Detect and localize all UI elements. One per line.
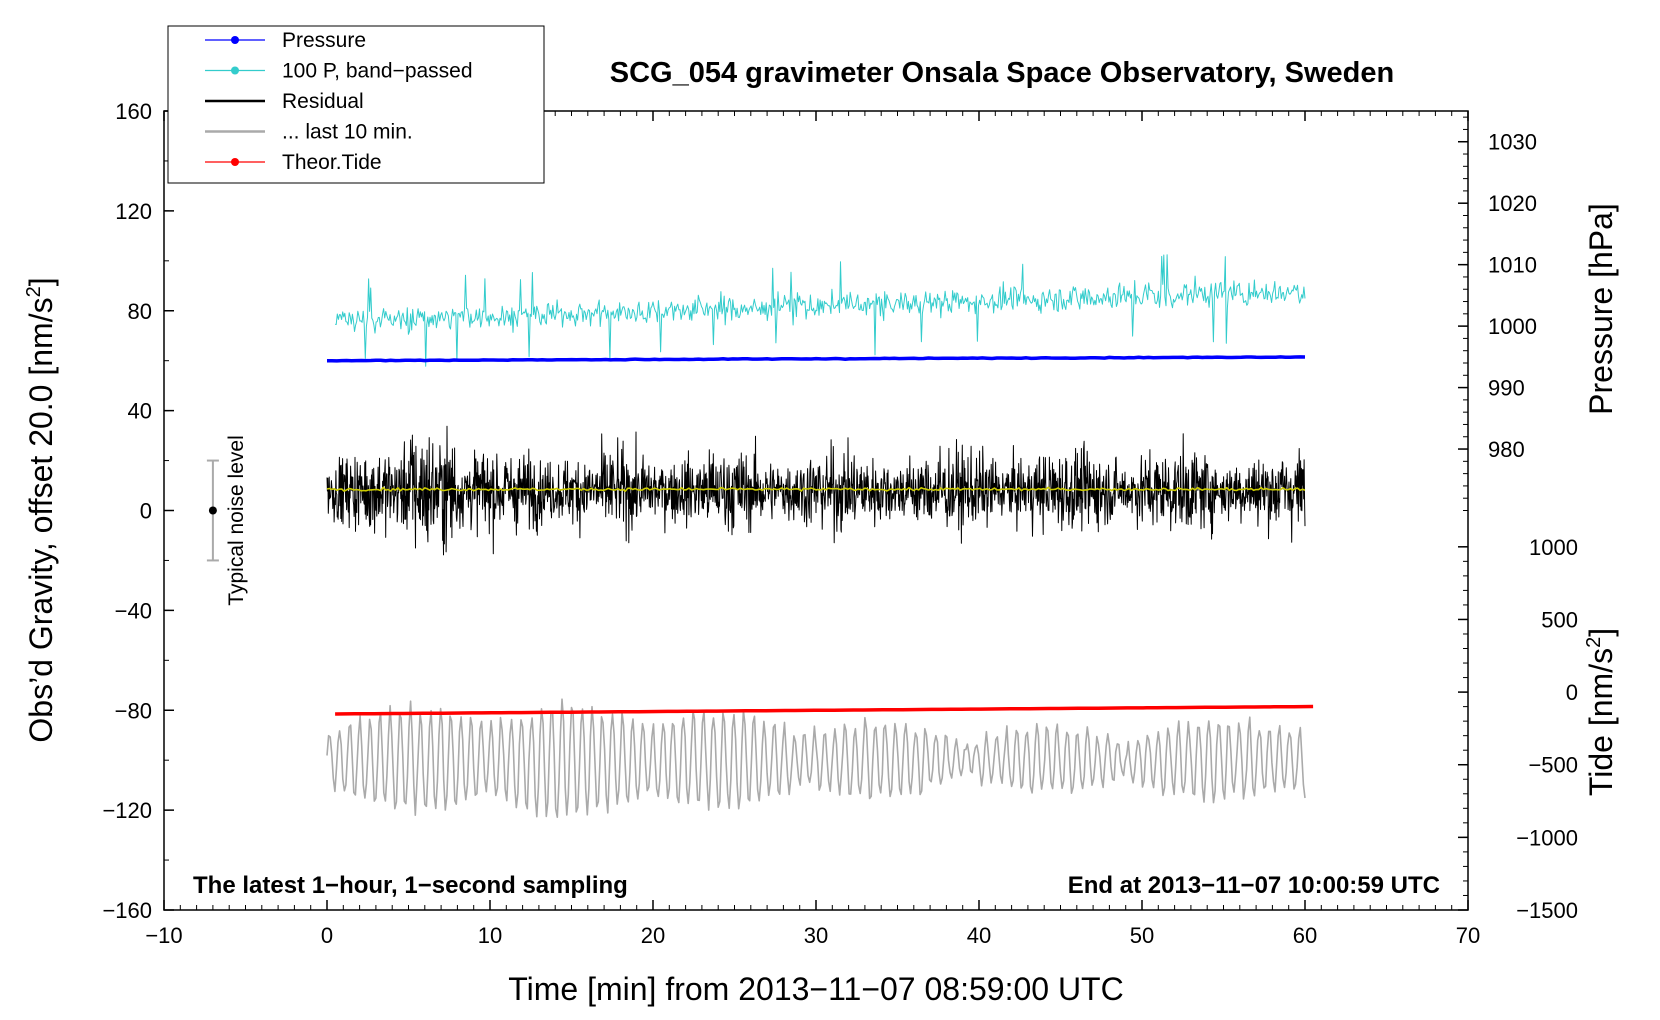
y-axis-title-tide-end: ] [1583, 628, 1619, 637]
y-tick-label: 40 [128, 399, 152, 424]
y-tick-label: −120 [102, 798, 152, 823]
x-tick-label: 20 [641, 923, 665, 948]
x-tick-label: 0 [321, 923, 333, 948]
pressure-tick-label: 1000 [1488, 314, 1537, 339]
pressure-tick-label: 980 [1488, 437, 1525, 462]
legend-box [167, 25, 545, 184]
y-tick-label: 120 [115, 199, 152, 224]
tide-tick-label: 1000 [1529, 535, 1578, 560]
y-axis-title-tide: Tide [nm/s2] [1583, 628, 1619, 796]
legend-label: Theor.Tide [282, 151, 382, 174]
legend-marker [231, 36, 239, 44]
y-axis-pressure: 980 990 1000 1010 1020 1030 [1458, 116, 1537, 511]
x-tick-label: 40 [967, 923, 991, 948]
y-axis-title-tide-main: Tide [nm/s [1583, 648, 1619, 796]
y-tick-label: −40 [115, 598, 152, 623]
legend-label: ... last 10 min. [282, 121, 413, 144]
series-layer [326, 254, 1314, 819]
y-axis-title-gravity-sup: 2 [23, 286, 45, 297]
y-axis-title-tide-sup: 2 [1583, 637, 1605, 648]
noise-level-indicator: Typical noise level [206, 435, 248, 606]
legend-items: Pressure 100 P, band−passed Residual ... la… [205, 29, 473, 174]
y-tick-label: −80 [115, 698, 152, 723]
y-tick-label: −160 [102, 898, 152, 923]
series-residual [326, 425, 1306, 556]
series-theoretical-tide [335, 704, 1314, 716]
y-axis-title-pressure: Pressure [hPa] [1583, 203, 1619, 415]
legend: Pressure 100 P, band−passed Residual ... la… [167, 25, 545, 184]
annotation-sampling: The latest 1−hour, 1−second sampling [193, 872, 628, 899]
legend-label: Residual [282, 90, 364, 113]
x-axis: −10 0 10 20 30 40 50 60 70 [145, 111, 1480, 948]
x-tick-label: 50 [1130, 923, 1154, 948]
tide-tick-label: 500 [1541, 607, 1578, 632]
tide-tick-label: 0 [1566, 680, 1578, 705]
y-axis-gravity: −160 −120 −80 −40 0 40 80 120 160 [102, 99, 174, 923]
series-last-10-min [326, 698, 1306, 819]
y-tick-label: 80 [128, 299, 152, 324]
series-pressure [327, 355, 1306, 363]
series-residual-smoothed [326, 486, 1306, 493]
pressure-tick-label: 1030 [1488, 130, 1537, 155]
legend-marker [231, 66, 239, 75]
pressure-tick-label: 1010 [1488, 253, 1537, 278]
tide-tick-label: −1000 [1516, 825, 1578, 850]
y-axis-title-gravity: Obs’d Gravity, offset 20.0 [nm/s2] [23, 277, 59, 742]
x-tick-label: 70 [1456, 923, 1480, 948]
x-axis-title: Time [min] from 2013−11−07 08:59:00 UTC [508, 971, 1123, 1007]
noise-bar-label: Typical noise level [225, 435, 248, 605]
legend-label: Pressure [282, 29, 366, 52]
x-tick-label: 60 [1293, 923, 1317, 948]
pressure-tick-label: 990 [1488, 376, 1525, 401]
series-band-passed-pressure [334, 254, 1306, 367]
x-tick-label: −10 [145, 923, 182, 948]
annotation-end-time: End at 2013−11−07 10:00:59 UTC [1068, 872, 1440, 899]
legend-label: 100 P, band−passed [282, 60, 473, 83]
y-axis-title-gravity-end: ] [23, 277, 59, 286]
tide-tick-label: −1500 [1516, 898, 1578, 923]
chart-title: SCG_054 gravimeter Onsala Space Observat… [610, 57, 1394, 89]
x-tick-label: 30 [804, 923, 828, 948]
y-tick-label: 160 [115, 99, 152, 124]
legend-marker [231, 158, 239, 166]
y-axis-tide: −1500 −1000 −500 0 500 1000 [1458, 535, 1578, 923]
y-axis-title-gravity-main: Obs’d Gravity, offset 20.0 [nm/s [23, 297, 59, 742]
y-tick-label: 0 [140, 499, 152, 524]
pressure-tick-label: 1020 [1488, 191, 1537, 216]
x-tick-label: 10 [478, 923, 502, 948]
tide-tick-label: −500 [1528, 753, 1578, 778]
noise-bar-center-point [208, 506, 217, 515]
